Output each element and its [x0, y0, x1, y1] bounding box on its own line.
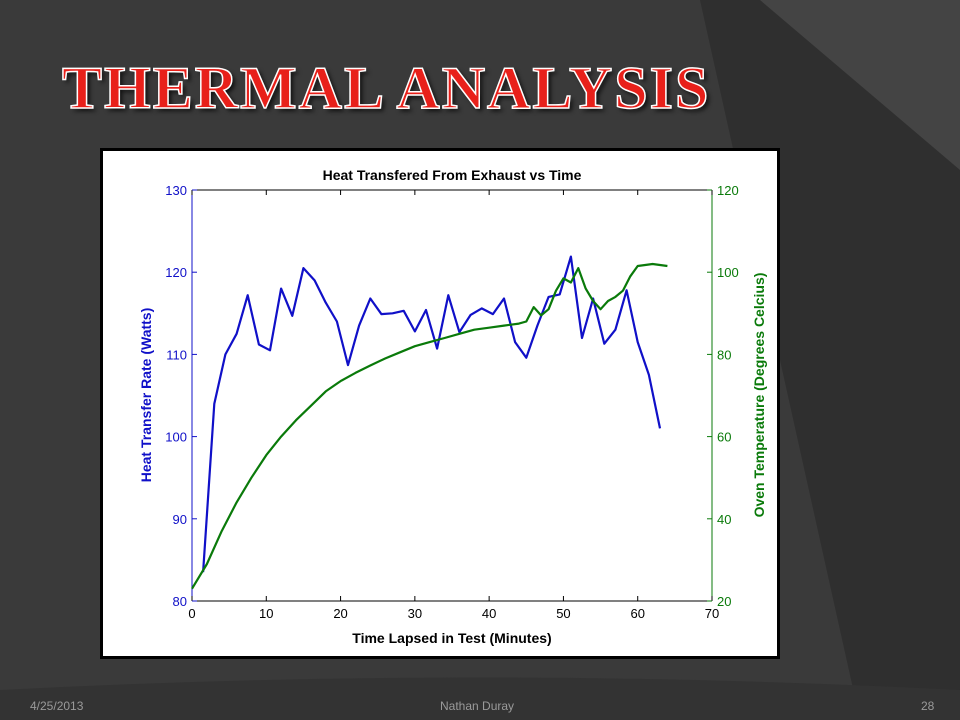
- plot-area: 0 10 20 30 40 50 60 70 80 90 100 110 120 130 20 40 60 80 1…: [165, 183, 738, 621]
- x-tick-label: 20: [333, 606, 347, 621]
- y-left-tick-label: 130: [165, 183, 187, 198]
- x-tick-label: 40: [482, 606, 496, 621]
- x-tick-label: 60: [630, 606, 644, 621]
- y-axis-right-label: Oven Temperature (Degrees Celcius): [751, 273, 767, 518]
- y-axis-left-label: Heat Transfer Rate (Watts): [138, 308, 154, 483]
- y-left-tick-label: 90: [173, 512, 187, 527]
- x-tick-label: 30: [408, 606, 422, 621]
- oven-temperature-series-line: [191, 262, 668, 590]
- y-right-tick-label: 80: [717, 347, 731, 362]
- x-tick-label: 50: [556, 606, 570, 621]
- heat-transfer-series-line: [202, 255, 662, 573]
- page-number: 28: [921, 699, 935, 713]
- y-left-tick-label: 120: [165, 265, 187, 280]
- y-left-tick-label: 80: [173, 594, 187, 609]
- footer-date: 4/25/2013: [30, 699, 84, 713]
- y-left-tick-label: 100: [165, 430, 187, 445]
- y-right-tick-label: 100: [717, 265, 739, 280]
- slide-title: THERMAL ANALYSIS: [61, 54, 711, 122]
- chart-title: Heat Transfered From Exhaust vs Time: [323, 167, 582, 183]
- chart-frame: Heat Transfered From Exhaust vs Time Tim…: [100, 148, 780, 659]
- x-tick-label: 10: [259, 606, 273, 621]
- x-tick-label: 70: [705, 606, 719, 621]
- x-axis-label: Time Lapsed in Test (Minutes): [352, 630, 551, 646]
- y-right-tick-label: 40: [717, 512, 731, 527]
- footer-author: Nathan Duray: [440, 699, 515, 713]
- y-right-tick-label: 60: [717, 430, 731, 445]
- chart: Heat Transfered From Exhaust vs Time Tim…: [138, 167, 767, 646]
- x-tick-label: 0: [188, 606, 195, 621]
- y-left-tick-label: 110: [166, 347, 187, 362]
- y-right-tick-label: 20: [717, 594, 731, 609]
- y-right-tick-label: 120: [717, 183, 739, 198]
